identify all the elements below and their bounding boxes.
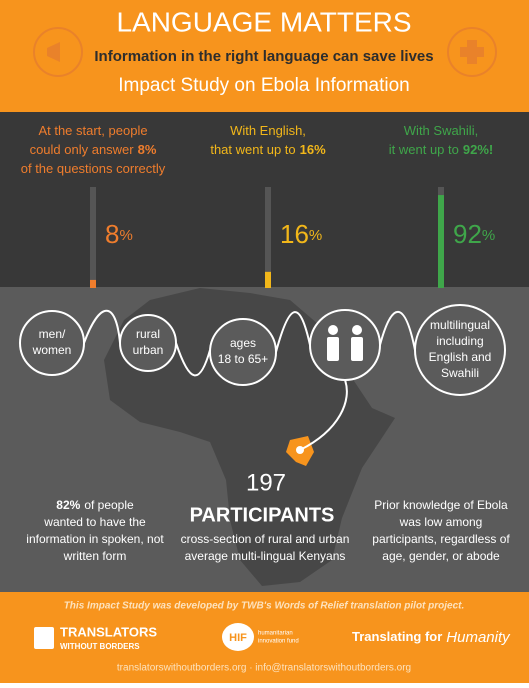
topic-label: English and [429,350,492,364]
text-line: Prior knowledge of Ebola [374,498,508,512]
text-line: age, gender, or abode [382,549,500,563]
slogan-part: Translating for [352,629,442,644]
text-line: that went up to 16% [210,142,326,157]
subtitle: Information in the right language can sa… [94,48,433,65]
bar-track [90,187,96,288]
pointer-dot [296,446,304,454]
participant-desc: average multi-lingual Kenyans [185,549,346,563]
text-line: With English, [230,123,306,138]
hif-mark: HIF [229,632,247,644]
text-segment: it went up to [389,142,459,157]
text-segment: of the questions correctly [21,161,166,176]
text-line: could only answer 8% [30,142,157,157]
topic-label: Swahili [441,366,479,380]
topic-label: ages [230,336,256,350]
title: LANGUAGE MATTERS [116,6,411,37]
topic-label: rural [136,327,160,341]
text-line: With Swahili, [404,123,478,138]
stat-value: 16 [280,219,309,249]
person-head [328,325,338,335]
stat-value: 92 [453,219,482,249]
stat-unit: % [482,227,495,244]
topic-label: multilingual [430,318,490,332]
slogan: Translating for Humanity [352,629,511,646]
connector [83,310,416,377]
twb-name: TRANSLATORS [60,624,157,639]
text-line: participants, regardless of [372,532,510,546]
megaphone-icon [33,27,83,77]
participant-count: 197 [246,469,286,496]
text-segment: written form [63,549,127,563]
text-line: written form [63,549,127,563]
text-line: was low among [399,515,483,529]
stat-number: 16% [280,219,322,249]
text-line: At the start, people [38,123,147,138]
cross-shape [460,40,484,64]
text-segment: 8% [138,142,157,157]
bar [265,271,271,288]
topic-label: women [32,343,72,357]
text-segment: could only answer [30,142,135,157]
megaphone-shape [47,42,60,62]
bar-track [265,187,271,288]
stat-value: 8 [105,219,119,249]
slogan-part: Humanity [446,629,511,646]
topic-label: urban [133,343,164,357]
hif-logo [222,623,254,651]
topic-circle [209,318,277,386]
hif-name: innovation fund [258,639,299,645]
text-segment: With Swahili, [404,123,478,138]
stat-number: 92% [453,219,495,249]
topic-label: men/ [39,327,66,341]
text-segment: age, gender, or abode [382,549,500,563]
stat-unit: % [309,227,322,244]
text-segment: participants, regardless of [372,532,510,546]
participant-desc: cross-section of rural and urban [181,532,350,546]
icon-circle [309,309,381,381]
credit: This Impact Study was developed by TWB's… [64,601,465,612]
person-head [352,325,362,335]
header-band [0,0,529,112]
text-segment: 16% [300,142,326,157]
twb-logo [34,627,54,649]
text-segment: At the start, people [38,123,147,138]
text-segment: of people [84,498,134,512]
text-segment: Prior knowledge of Ebola [374,498,508,512]
pointer-line [299,379,348,451]
text-segment: With English, [230,123,306,138]
stat-number: 8% [105,219,133,249]
stat-unit: % [119,227,132,244]
cross-icon [447,27,497,77]
text-line: information in spoken, not [26,532,164,546]
person-body [351,337,363,361]
text-line: wanted to have the [43,515,146,529]
bar [438,195,444,288]
topic-label: including [436,334,483,348]
text-segment: 82% [56,498,80,512]
topic-circle [19,310,85,376]
participant-label: PARTICIPANTS [190,504,335,526]
text-line: 82% of people [56,498,134,512]
text-line: of the questions correctly [21,161,166,176]
text-segment: 92%! [463,142,493,157]
text-segment: information in spoken, not [26,532,164,546]
text-segment: that went up to [210,142,295,157]
twb-name: WITHOUT BORDERS [60,642,140,651]
study-title: Impact Study on Ebola Information [118,75,410,96]
topic-circle [119,314,177,372]
topic-label: 18 to 65+ [218,352,268,366]
text-segment: wanted to have the [43,515,146,529]
text-segment: was low among [399,515,483,529]
text-line: it went up to 92%! [389,142,493,157]
contact: translatorswithoutborders.org · info@tra… [117,663,411,674]
bar [90,279,96,288]
topic-circle [414,304,506,396]
footer-band [0,592,529,683]
person-body [327,337,339,361]
hif-name: humanitarian [258,631,293,637]
